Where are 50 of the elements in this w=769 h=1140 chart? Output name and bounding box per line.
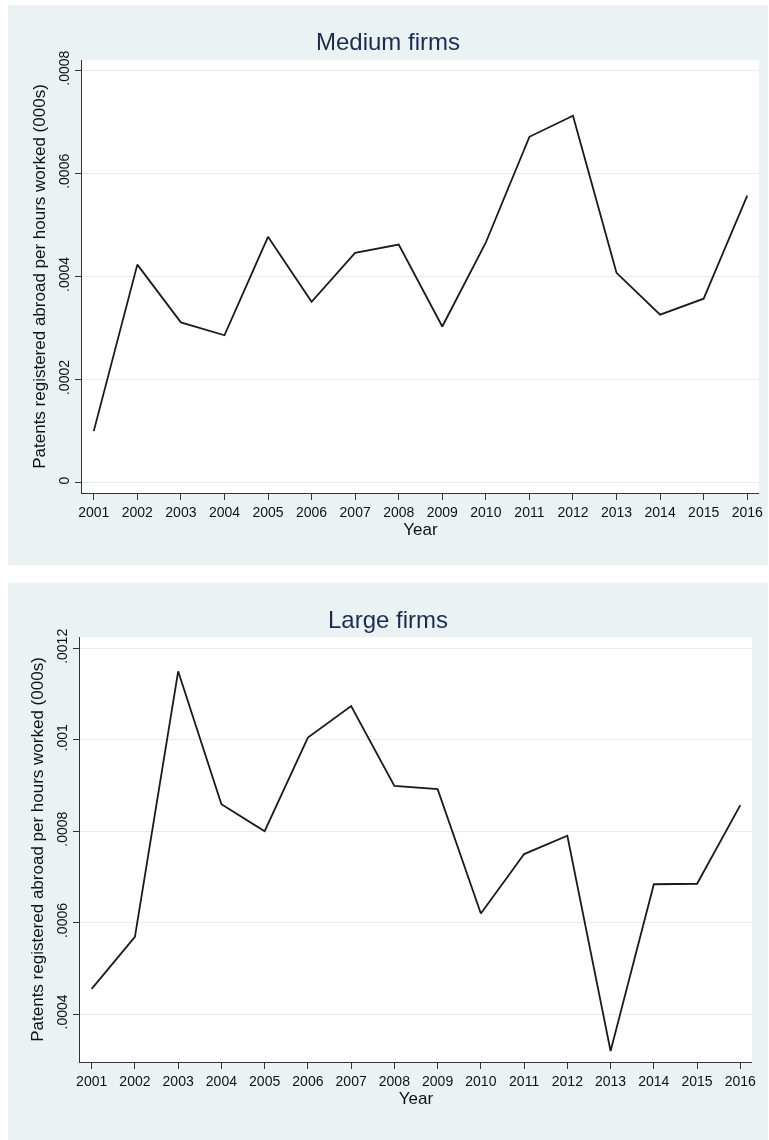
x-tick-label: 2007	[335, 1072, 367, 1089]
x-tick-label: 2012	[557, 503, 589, 520]
y-tick-label: .0012	[54, 628, 71, 664]
chart-title: Medium firms	[315, 28, 461, 56]
x-tick-label: 2011	[509, 1072, 540, 1089]
y-axis-title: Patents registered abroad per hours worked (000s)	[29, 84, 49, 469]
x-tick-label: 2004	[208, 503, 241, 520]
x-tick-label: 2001	[78, 503, 110, 520]
y-tick-label: .0008	[56, 50, 73, 86]
x-tick-label: 2014	[638, 1072, 670, 1089]
x-tick-label: 2011	[514, 503, 545, 520]
y-tick-label: .0008	[54, 811, 71, 847]
line-series	[90, 670, 742, 1052]
y-tick-label: .0006	[54, 902, 71, 939]
x-tick-label: 2015	[688, 503, 720, 520]
x-tick-label: 2010	[465, 1072, 497, 1089]
x-tick-label: 2010	[470, 503, 502, 520]
x-tick-label: 2001	[76, 1072, 108, 1089]
x-tick-label: 2008	[383, 503, 415, 520]
x-tick-label: 2005	[252, 503, 284, 520]
x-tick-label: 2012	[551, 1072, 584, 1089]
line-series	[92, 114, 749, 433]
x-tick-label: 2003	[162, 1072, 194, 1089]
x-tick-label: 2004	[205, 1072, 238, 1089]
y-tick-label: 0	[56, 476, 73, 485]
x-tick-label: 2006	[292, 1072, 324, 1089]
x-tick-label: 2013	[595, 1072, 627, 1089]
y-tick-label: .001	[54, 723, 71, 752]
x-tick-label: 2014	[644, 503, 676, 520]
x-tick-label: 2015	[681, 1072, 713, 1089]
y-tick-label: .0002	[56, 359, 73, 396]
x-axis-title: Year	[403, 520, 439, 540]
y-tick-label: .0004	[54, 994, 71, 1030]
x-tick-label: 2003	[165, 503, 197, 520]
x-tick-label: 2005	[249, 1072, 281, 1089]
x-tick-label: 2006	[296, 503, 328, 520]
x-tick-label: 2009	[422, 1072, 454, 1089]
x-tick-label: 2007	[339, 503, 371, 520]
x-tick-label: 2002	[121, 503, 154, 520]
x-tick-label: 2016	[724, 1072, 757, 1089]
x-tick-label: 2008	[378, 1072, 411, 1089]
y-tick-label: .0006	[56, 153, 73, 189]
y-axis-title: Patents registered abroad per hours worked (000s)	[27, 657, 47, 1042]
x-axis-title: Year	[398, 1089, 434, 1109]
chart-title: Large firms	[327, 606, 449, 634]
x-tick-label: 2013	[600, 503, 633, 520]
x-tick-label: 2002	[119, 1072, 151, 1089]
y-tick-label: .0004	[56, 256, 73, 292]
x-tick-label: 2009	[426, 503, 459, 520]
x-tick-label: 2016	[731, 503, 764, 520]
